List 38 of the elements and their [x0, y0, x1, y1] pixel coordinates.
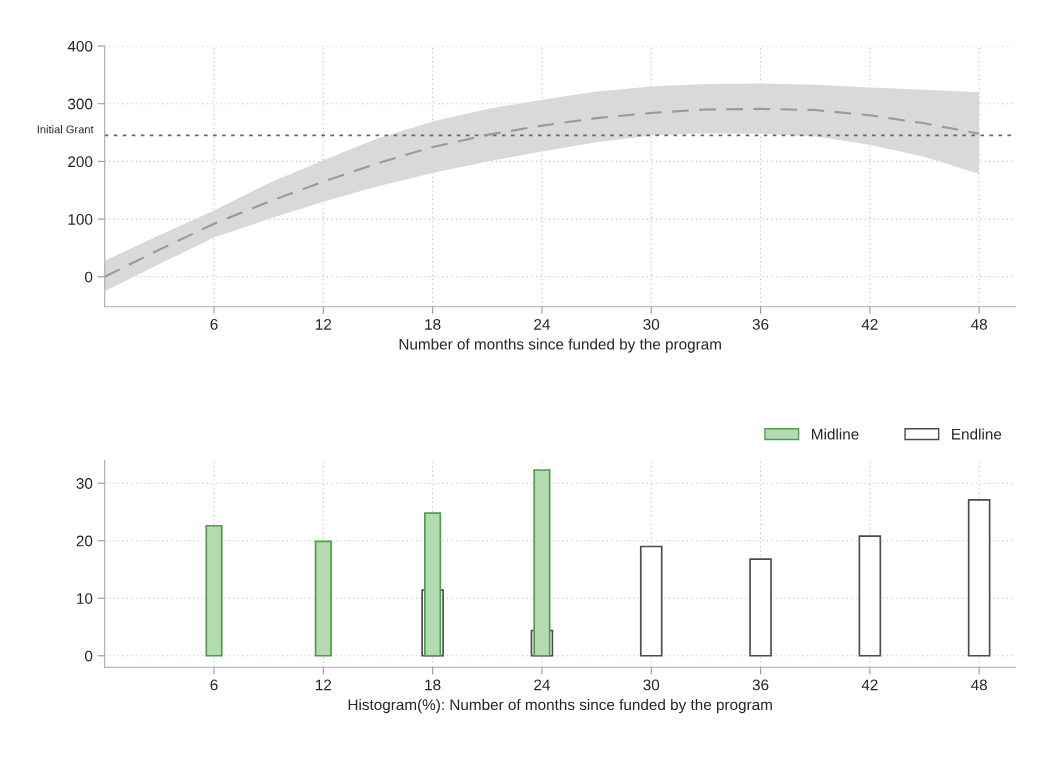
x-tick-label: 12 — [315, 319, 332, 330]
y-tick-label: 200 — [68, 156, 93, 168]
bar — [205, 524, 223, 657]
x-tick-label: 6 — [210, 679, 218, 691]
legend-label: Endline — [952, 428, 1002, 440]
y-tick-label: 300 — [67, 98, 93, 110]
bar — [858, 535, 882, 657]
x-tick-label: 12 — [315, 679, 332, 691]
bar — [424, 512, 442, 657]
x-tick-label: 30 — [643, 679, 660, 691]
x-tick-label: 6 — [210, 319, 218, 330]
x-tick-label: 42 — [861, 679, 878, 691]
y-tick-label: 20 — [76, 535, 93, 547]
x-tick-label: 48 — [971, 679, 987, 691]
ref-line-label: Initial Grant — [37, 125, 94, 134]
x-tick-label: 30 — [643, 319, 660, 330]
bar — [749, 558, 772, 657]
x-axis-title: Number of months since funded by the program — [399, 338, 721, 353]
y-tick-label: 100 — [68, 213, 93, 225]
y-tick-label: 400 — [67, 40, 93, 52]
y-tick-label: 0 — [85, 271, 93, 283]
x-tick-label: 36 — [752, 319, 769, 330]
x-tick-label: 18 — [425, 679, 441, 691]
x-tick-label: 24 — [534, 679, 550, 691]
y-tick-label: 30 — [76, 478, 93, 489]
bar — [314, 540, 332, 657]
x-tick-label: 36 — [752, 679, 769, 691]
x-tick-label: 24 — [534, 319, 550, 330]
x-tick-label: 42 — [861, 319, 878, 330]
bar — [533, 469, 551, 657]
y-tick-label: 0 — [85, 650, 93, 662]
bar — [967, 499, 991, 657]
bar — [639, 545, 663, 657]
x-axis-title: Histogram(%): Number of months since funded by the program — [348, 698, 772, 714]
x-tick-label: 48 — [971, 319, 987, 330]
x-tick-label: 18 — [425, 319, 441, 330]
legend-label: Midline — [812, 428, 859, 440]
y-tick-label: 10 — [77, 593, 93, 604]
